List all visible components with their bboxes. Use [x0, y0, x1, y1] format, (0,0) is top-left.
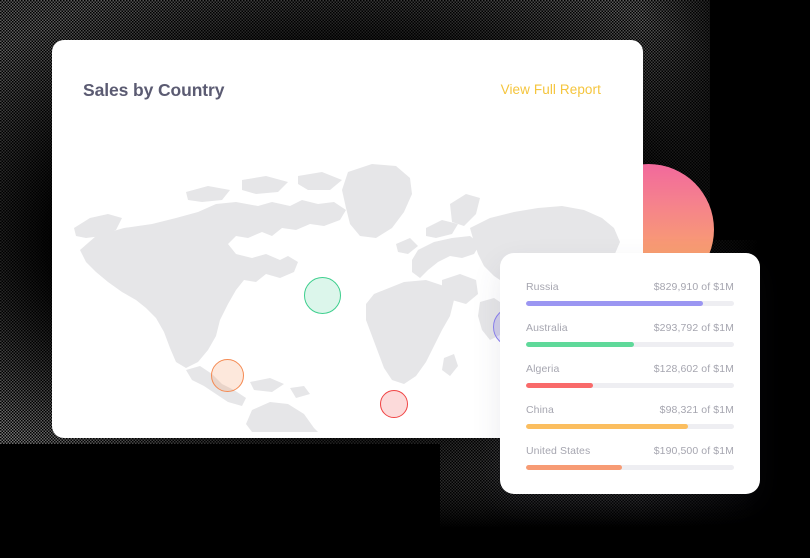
- country-stats-panel: Russia $829,910 of $1M Australia $293,79…: [500, 253, 760, 494]
- progress-fill: [526, 383, 593, 388]
- stat-row-china[interactable]: China $98,321 of $1M: [526, 404, 734, 429]
- backdrop-block-top-right: [710, 0, 810, 240]
- marker-united-states[interactable]: [211, 359, 244, 392]
- progress-track: [526, 301, 734, 306]
- progress-track: [526, 424, 734, 429]
- stat-country-label: United States: [526, 445, 591, 457]
- stat-country-label: Australia: [526, 322, 568, 334]
- stat-header: United States $190,500 of $1M: [526, 445, 734, 457]
- progress-fill: [526, 424, 689, 429]
- stat-value-label: $293,792 of $1M: [653, 322, 734, 334]
- stat-country-label: China: [526, 404, 554, 416]
- stat-header: China $98,321 of $1M: [526, 404, 734, 416]
- stat-row-russia[interactable]: Russia $829,910 of $1M: [526, 281, 734, 306]
- stat-country-label: Russia: [526, 281, 559, 293]
- stat-row-australia[interactable]: Australia $293,792 of $1M: [526, 322, 734, 347]
- progress-fill: [526, 301, 703, 306]
- progress-track: [526, 465, 734, 470]
- progress-fill: [526, 465, 622, 470]
- progress-track: [526, 342, 734, 347]
- marker-greenland[interactable]: [304, 277, 341, 314]
- stat-value-label: $128,602 of $1M: [653, 363, 734, 375]
- progress-track: [526, 383, 734, 388]
- stat-header: Algeria $128,602 of $1M: [526, 363, 734, 375]
- page-title: Sales by Country: [83, 80, 225, 100]
- stat-row-united-states[interactable]: United States $190,500 of $1M: [526, 445, 734, 470]
- marker-algeria[interactable]: [380, 390, 408, 418]
- stat-header: Russia $829,910 of $1M: [526, 281, 734, 293]
- backdrop-block-bottom-left: [0, 444, 440, 558]
- stat-country-label: Algeria: [526, 363, 560, 375]
- stat-header: Australia $293,792 of $1M: [526, 322, 734, 334]
- stat-value-label: $98,321 of $1M: [659, 404, 734, 416]
- stat-value-label: $190,500 of $1M: [653, 445, 734, 457]
- stat-value-label: $829,910 of $1M: [653, 281, 734, 293]
- progress-fill: [526, 342, 635, 347]
- view-full-report-link[interactable]: View Full Report: [500, 82, 601, 97]
- stat-row-algeria[interactable]: Algeria $128,602 of $1M: [526, 363, 734, 388]
